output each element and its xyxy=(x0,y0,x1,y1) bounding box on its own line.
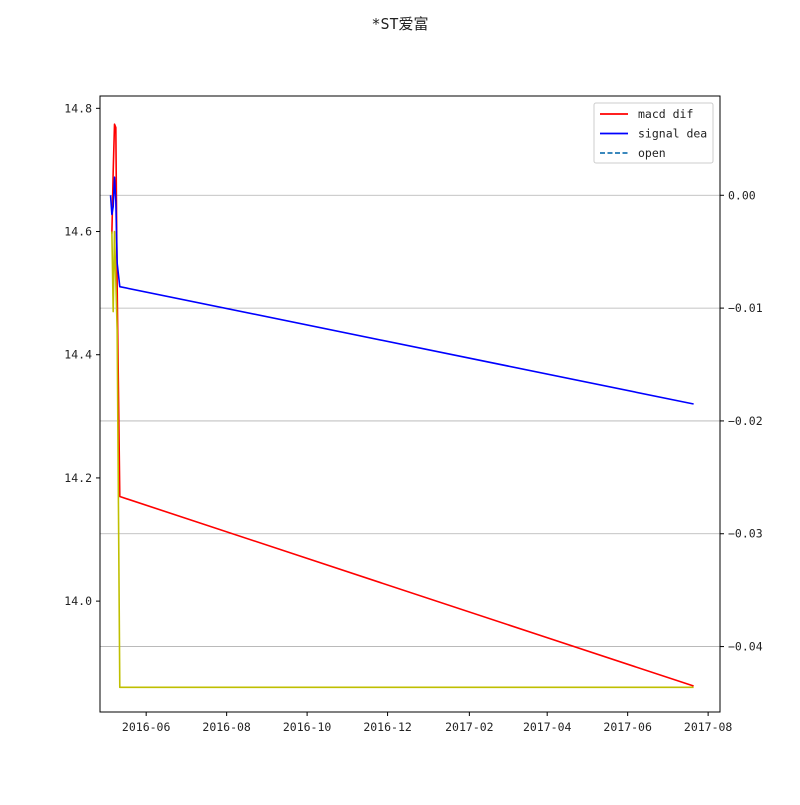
y-right-tick-label: −0.01 xyxy=(728,301,763,315)
plot-frame xyxy=(99,95,721,713)
x-tick-label: 2016-10 xyxy=(283,720,332,734)
x-tick-label: 2016-12 xyxy=(363,720,411,734)
x-tick-label: 2016-06 xyxy=(122,720,171,734)
legend-label: signal dea xyxy=(638,127,707,141)
y-right-tick-label: −0.03 xyxy=(728,527,763,541)
x-tick-label: 2017-04 xyxy=(523,720,572,734)
x-tick-label: 2016-08 xyxy=(202,720,251,734)
y-right-tick-label: −0.02 xyxy=(728,414,763,428)
x-tick-label: 2017-08 xyxy=(684,720,733,734)
chart-title: *ST爱富 xyxy=(371,15,428,33)
y-left-tick-label: 14.4 xyxy=(64,348,92,362)
y-left-tick-label: 14.2 xyxy=(64,471,92,485)
y-left-tick-label: 14.6 xyxy=(64,225,92,239)
legend-box xyxy=(593,102,714,164)
y-right-tick-label: −0.04 xyxy=(728,640,763,654)
y-right-tick-label: 0.00 xyxy=(728,188,756,202)
legend-label: open xyxy=(638,146,666,160)
y-left-tick-label: 14.0 xyxy=(64,594,92,608)
legend-label: macd dif xyxy=(638,107,693,121)
series-line-macd-dif xyxy=(111,123,694,687)
x-tick-label: 2017-02 xyxy=(445,720,493,734)
y-left-tick-label: 14.8 xyxy=(64,101,92,115)
series-line-unlabeled-2 xyxy=(111,230,694,689)
legend: macd dif signal dea open xyxy=(593,102,714,164)
x-tick-label: 2017-06 xyxy=(603,720,652,734)
series-line-signal-dea xyxy=(109,176,694,405)
series-layer xyxy=(109,123,694,689)
grid-layer xyxy=(100,194,720,647)
axes-layer: 0.00 −0.01 −0.02 −0.03 −0.04 14.0 14.2 14.4 14.6… xyxy=(64,101,762,734)
